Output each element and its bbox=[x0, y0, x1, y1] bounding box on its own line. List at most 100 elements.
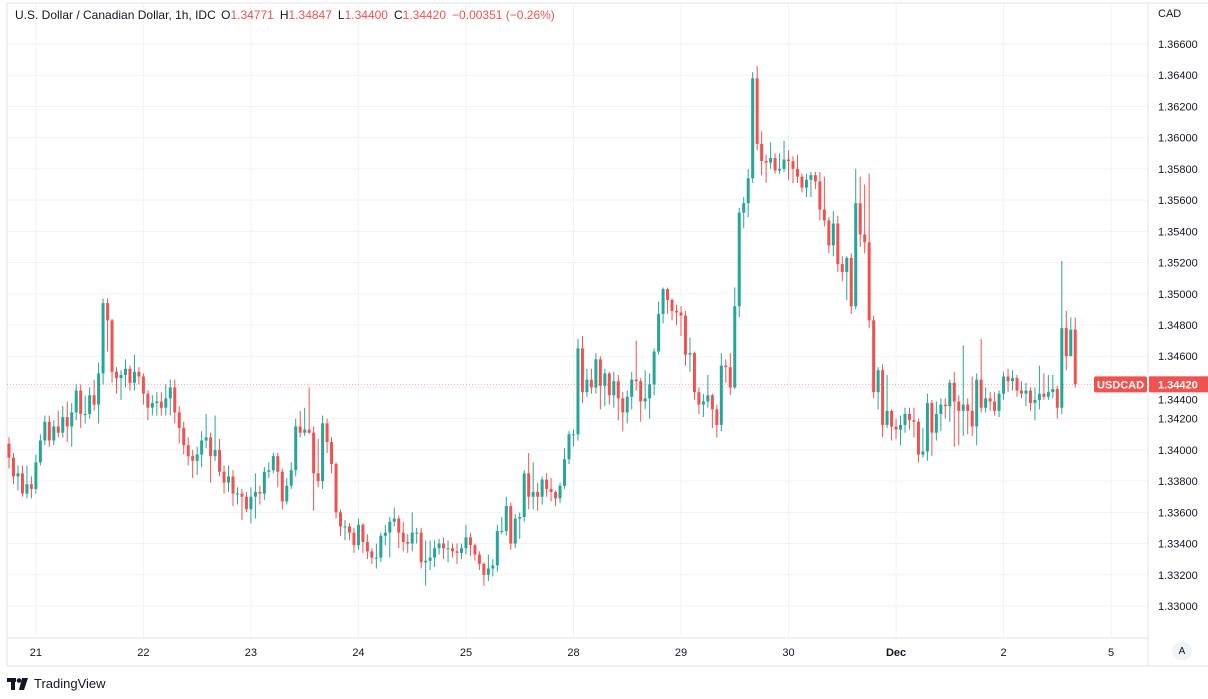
candle-body bbox=[988, 398, 992, 402]
open-label: O bbox=[221, 8, 231, 22]
candle-down bbox=[787, 150, 791, 180]
candle-down bbox=[347, 523, 351, 541]
candle-down bbox=[943, 398, 947, 419]
candle-down bbox=[115, 367, 119, 394]
candle-down bbox=[822, 176, 826, 227]
time-axis[interactable]: 21 22 23 24 25 28 29 30 Dec 2 5 bbox=[30, 647, 1114, 659]
currency-label: CAD bbox=[1158, 8, 1182, 20]
candle-down bbox=[872, 315, 876, 399]
candle-body bbox=[61, 417, 65, 433]
change-value: −0.00351 (−0.26%) bbox=[452, 8, 555, 22]
tradingview-footer[interactable]: TradingView bbox=[7, 676, 106, 691]
price-axis[interactable]: 1.36600 1.36400 1.36200 1.36000 1.35800 1.356… bbox=[1158, 39, 1198, 613]
candle-up bbox=[150, 395, 154, 416]
candle-body bbox=[894, 426, 898, 430]
candle-up bbox=[513, 513, 517, 549]
low-value: 1.34400 bbox=[344, 8, 388, 22]
candle-body bbox=[648, 384, 652, 399]
candle-down bbox=[912, 407, 916, 438]
candle-up bbox=[101, 298, 105, 385]
candle-body bbox=[948, 382, 952, 407]
candle-down bbox=[697, 387, 701, 414]
candle-up bbox=[459, 543, 463, 560]
candle-up bbox=[410, 512, 414, 552]
candle-body bbox=[168, 387, 172, 399]
candle-down bbox=[11, 453, 15, 485]
candle-body bbox=[791, 161, 795, 169]
candle-body bbox=[1019, 390, 1023, 394]
candle-body bbox=[352, 532, 356, 546]
candle-body bbox=[957, 401, 961, 411]
candle-body bbox=[38, 440, 42, 463]
candle-body bbox=[83, 413, 87, 415]
candle-body bbox=[630, 379, 634, 397]
candle-up bbox=[885, 374, 889, 429]
candle-up bbox=[643, 370, 647, 410]
candle-up bbox=[603, 368, 607, 407]
candle-body bbox=[106, 303, 110, 321]
time-tick-label: Dec bbox=[886, 647, 906, 659]
candle-body bbox=[428, 557, 432, 561]
candle-body bbox=[173, 387, 177, 413]
time-tick-label: 25 bbox=[460, 647, 472, 659]
candle-up bbox=[303, 407, 307, 436]
candle-body bbox=[639, 381, 643, 402]
candle-body bbox=[262, 471, 266, 494]
candles bbox=[7, 65, 1077, 586]
candle-down bbox=[339, 509, 343, 536]
candle-body bbox=[312, 432, 316, 474]
candle-body bbox=[218, 449, 222, 472]
candle-body bbox=[276, 456, 280, 472]
candle-up bbox=[845, 256, 849, 301]
candle-body bbox=[742, 203, 746, 213]
open-value: 1.34771 bbox=[230, 8, 274, 22]
candle-up bbox=[83, 395, 87, 424]
candle-down bbox=[800, 173, 804, 193]
candle-body bbox=[715, 409, 719, 425]
candle-up bbox=[415, 527, 419, 544]
candle-down bbox=[1015, 374, 1019, 397]
candle-down bbox=[683, 310, 687, 366]
candle-body bbox=[876, 370, 880, 393]
auto-scale-button[interactable]: A bbox=[1172, 642, 1192, 660]
candle-body bbox=[993, 401, 997, 411]
candle-down bbox=[724, 359, 728, 383]
candle-body bbox=[365, 541, 369, 552]
candle-body bbox=[907, 413, 911, 421]
candle-up bbox=[168, 379, 172, 416]
candle-body bbox=[903, 413, 907, 425]
candle-body bbox=[522, 473, 526, 518]
time-tick-label: 24 bbox=[352, 647, 364, 659]
candle-down bbox=[607, 371, 611, 405]
candle-down bbox=[858, 176, 862, 247]
candle-body bbox=[975, 379, 979, 427]
candle-down bbox=[598, 356, 602, 410]
candle-up bbox=[392, 507, 396, 527]
time-tick-label: 28 bbox=[567, 647, 579, 659]
candle-up bbox=[1060, 260, 1064, 414]
candle-down bbox=[728, 353, 732, 396]
grid-lines bbox=[7, 3, 1148, 638]
candle-body bbox=[1055, 389, 1059, 408]
candle-down bbox=[881, 364, 885, 438]
candle-down bbox=[218, 438, 222, 477]
candle-body bbox=[244, 496, 248, 510]
candle-down bbox=[240, 488, 244, 521]
candle-body bbox=[804, 179, 808, 188]
candle-down bbox=[836, 215, 840, 272]
candle-up bbox=[612, 371, 616, 408]
candle-up bbox=[52, 420, 56, 446]
candle-down bbox=[545, 473, 549, 497]
candle-down bbox=[128, 365, 132, 391]
candle-body bbox=[424, 560, 428, 563]
candle-body bbox=[29, 484, 33, 489]
candle-body bbox=[222, 471, 226, 483]
price-tick-label: 1.33000 bbox=[1158, 601, 1198, 613]
candle-down bbox=[639, 378, 643, 422]
candle-down bbox=[482, 562, 486, 586]
candle-down bbox=[56, 410, 60, 438]
candle-body bbox=[621, 398, 625, 413]
candle-down bbox=[1042, 373, 1046, 400]
candle-down bbox=[330, 437, 334, 474]
